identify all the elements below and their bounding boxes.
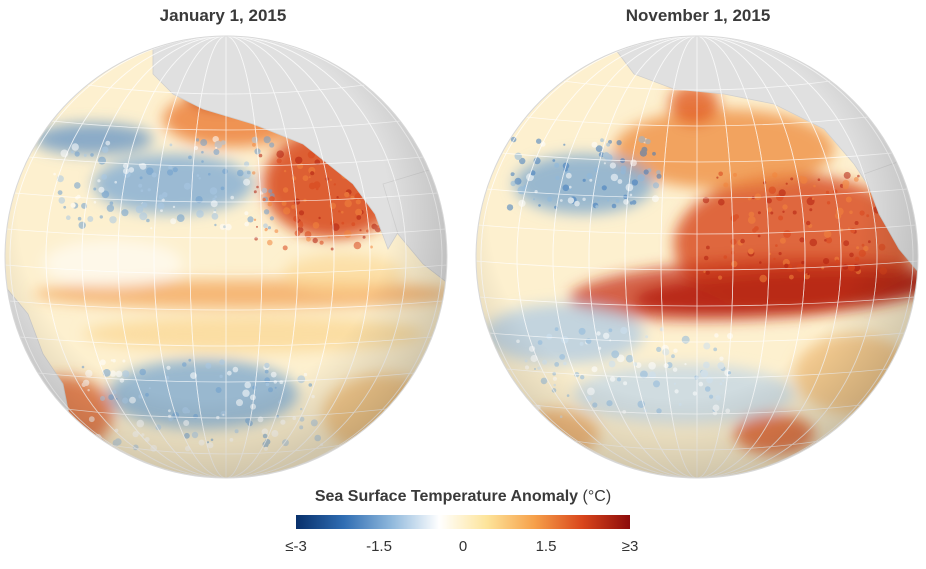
legend-color-bar xyxy=(296,515,630,529)
panel-title-january: January 1, 2015 xyxy=(159,6,287,25)
legend-unit: (°C) xyxy=(582,488,612,505)
legend-title: Sea Surface Temperature Anomaly (°C) xyxy=(314,488,612,505)
globe-map-november xyxy=(475,35,919,479)
legend-tick-min: ≤-3 xyxy=(285,538,307,555)
color-legend: Sea Surface Temperature Anomaly (°C) ≤-3… xyxy=(283,488,643,568)
legend-tick-neg: -1.5 xyxy=(366,538,392,555)
panel-title-november: November 1, 2015 xyxy=(625,6,771,25)
legend-tick-pos: 1.5 xyxy=(535,538,557,555)
legend-tick-max: ≥3 xyxy=(621,538,639,555)
legend-tick-zero: 0 xyxy=(458,538,468,555)
globe-map-january xyxy=(4,35,448,479)
